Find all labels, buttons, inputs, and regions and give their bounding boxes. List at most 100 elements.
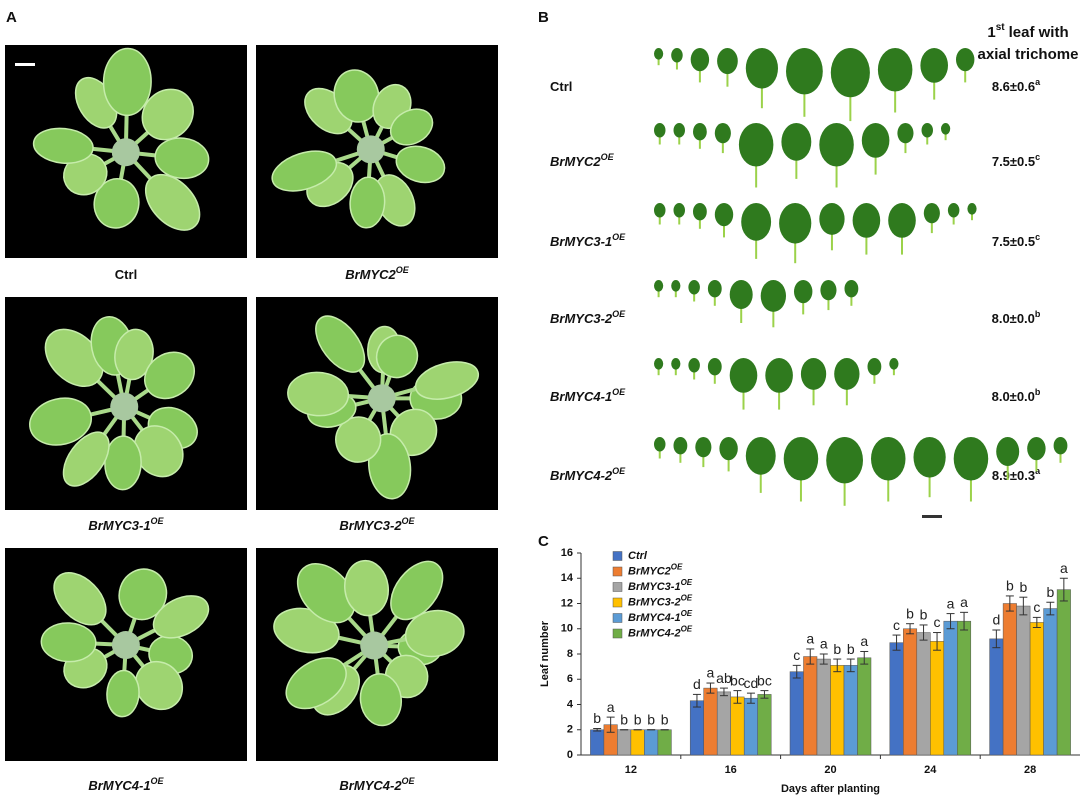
y-tick-label: 14 <box>561 572 574 584</box>
leaf <box>671 48 683 63</box>
scale-bar <box>922 515 942 518</box>
genotype-label: BrMYC4-2OE <box>550 466 626 483</box>
significance-letter: c <box>893 617 900 633</box>
y-tick-label: 0 <box>567 749 573 761</box>
photo-caption-main: BrMYC3-1 <box>88 518 150 533</box>
bar <box>716 691 731 756</box>
bar <box>1029 622 1044 756</box>
y-tick-label: 16 <box>561 547 573 559</box>
leaf-blade <box>285 657 347 710</box>
bar <box>1043 608 1058 756</box>
photo-caption-main: Ctrl <box>115 267 137 282</box>
leaf-blade <box>333 69 380 123</box>
rosette-center <box>111 138 140 167</box>
error-bar <box>860 650 869 665</box>
error-bar <box>792 664 801 679</box>
error-bar <box>946 613 955 630</box>
significance-letter: b <box>847 641 855 657</box>
leaf <box>888 203 916 238</box>
genotype-label: Ctrl <box>550 79 572 94</box>
significance-letter: a <box>707 665 715 681</box>
leaf <box>719 437 738 461</box>
leaf <box>830 48 870 98</box>
value-sup: b <box>1035 309 1041 319</box>
trichome-value: 8.0±0.0b <box>992 387 1041 404</box>
error-bar <box>992 629 1001 649</box>
leaf <box>941 123 951 135</box>
leaf-blade <box>102 47 152 117</box>
leaf <box>717 48 738 75</box>
leaf-blade <box>367 433 412 500</box>
leaf <box>714 203 734 227</box>
error-bar <box>960 611 969 631</box>
value-sup: c <box>1035 152 1040 162</box>
value-main: 7.5±0.5 <box>992 234 1035 249</box>
photo-caption: BrMYC4-2OE <box>339 776 415 793</box>
rosette-center <box>367 384 396 413</box>
x-tick-label: 16 <box>725 764 737 776</box>
bar <box>930 641 945 756</box>
significance-letter: ab <box>716 670 732 686</box>
significance-letter: cd <box>744 675 759 691</box>
y-tick-label: 4 <box>567 698 574 710</box>
legend-swatch <box>612 613 623 623</box>
bar <box>989 638 1004 756</box>
leaf <box>671 358 681 370</box>
leaf-blade <box>32 127 94 164</box>
y-tick-label: 2 <box>567 724 573 736</box>
bar <box>903 628 918 756</box>
legend-label: Ctrl <box>628 550 648 562</box>
legend-swatch <box>612 566 623 577</box>
leaf-blade <box>390 560 444 621</box>
error-bar <box>760 690 769 699</box>
genotype-label-main: BrMYC3-1 <box>550 234 612 249</box>
column-header: 1st leaf with <box>987 22 1068 41</box>
leaf <box>654 123 666 138</box>
legend-label: BrMYC4-1OE <box>628 609 693 624</box>
leaf-blade <box>141 88 194 141</box>
leaf <box>654 48 664 60</box>
significance-letter: a <box>947 595 955 611</box>
legend-sup: OE <box>681 578 693 587</box>
leaf-blade <box>93 177 140 229</box>
leaf <box>654 280 664 292</box>
trichome-value: 7.5±0.5c <box>992 232 1040 249</box>
legend-swatch <box>612 628 623 639</box>
legend-name: BrMYC4-2 <box>628 627 681 639</box>
leaf-blade <box>44 328 104 387</box>
leaf-blade <box>53 572 107 626</box>
significance-letter: b <box>634 711 642 727</box>
y-tick-label: 8 <box>567 648 573 660</box>
significance-letter: b <box>1046 584 1054 600</box>
error-bar <box>733 690 742 704</box>
leaf <box>834 358 860 390</box>
leaf <box>844 280 859 298</box>
significance-letter: b <box>661 711 669 727</box>
leaf-blade <box>118 568 168 621</box>
bar <box>1056 589 1071 756</box>
genotype-label-main: BrMYC2 <box>550 154 601 169</box>
bar <box>943 620 958 756</box>
photo-caption: BrMYC3-2OE <box>339 516 415 533</box>
trichome-value: 7.5±0.5c <box>992 152 1040 169</box>
genotype-label-main: BrMYC4-2 <box>550 468 613 483</box>
significance-letter: bc <box>730 672 745 688</box>
value-sup: a <box>1035 77 1041 87</box>
photo-caption: BrMYC2OE <box>345 265 410 282</box>
genotype-label-main: BrMYC3-2 <box>550 311 613 326</box>
leaf-blade <box>404 609 465 658</box>
leaf-blade <box>40 622 97 663</box>
legend-name: BrMYC3-1 <box>628 581 681 593</box>
legend-label: BrMYC4-2OE <box>628 624 693 639</box>
error-bar <box>892 634 901 651</box>
genotype-label-sup: OE <box>612 466 626 476</box>
leaf <box>359 645 403 727</box>
rosette-center <box>110 392 139 421</box>
leaf-blade <box>395 145 446 184</box>
y-tick-label: 10 <box>561 623 573 635</box>
leaf-blade <box>106 669 140 718</box>
bar <box>657 729 672 756</box>
significance-letter: c <box>1033 599 1040 615</box>
photo-caption: BrMYC3-1OE <box>88 516 164 533</box>
leaf <box>741 203 772 241</box>
